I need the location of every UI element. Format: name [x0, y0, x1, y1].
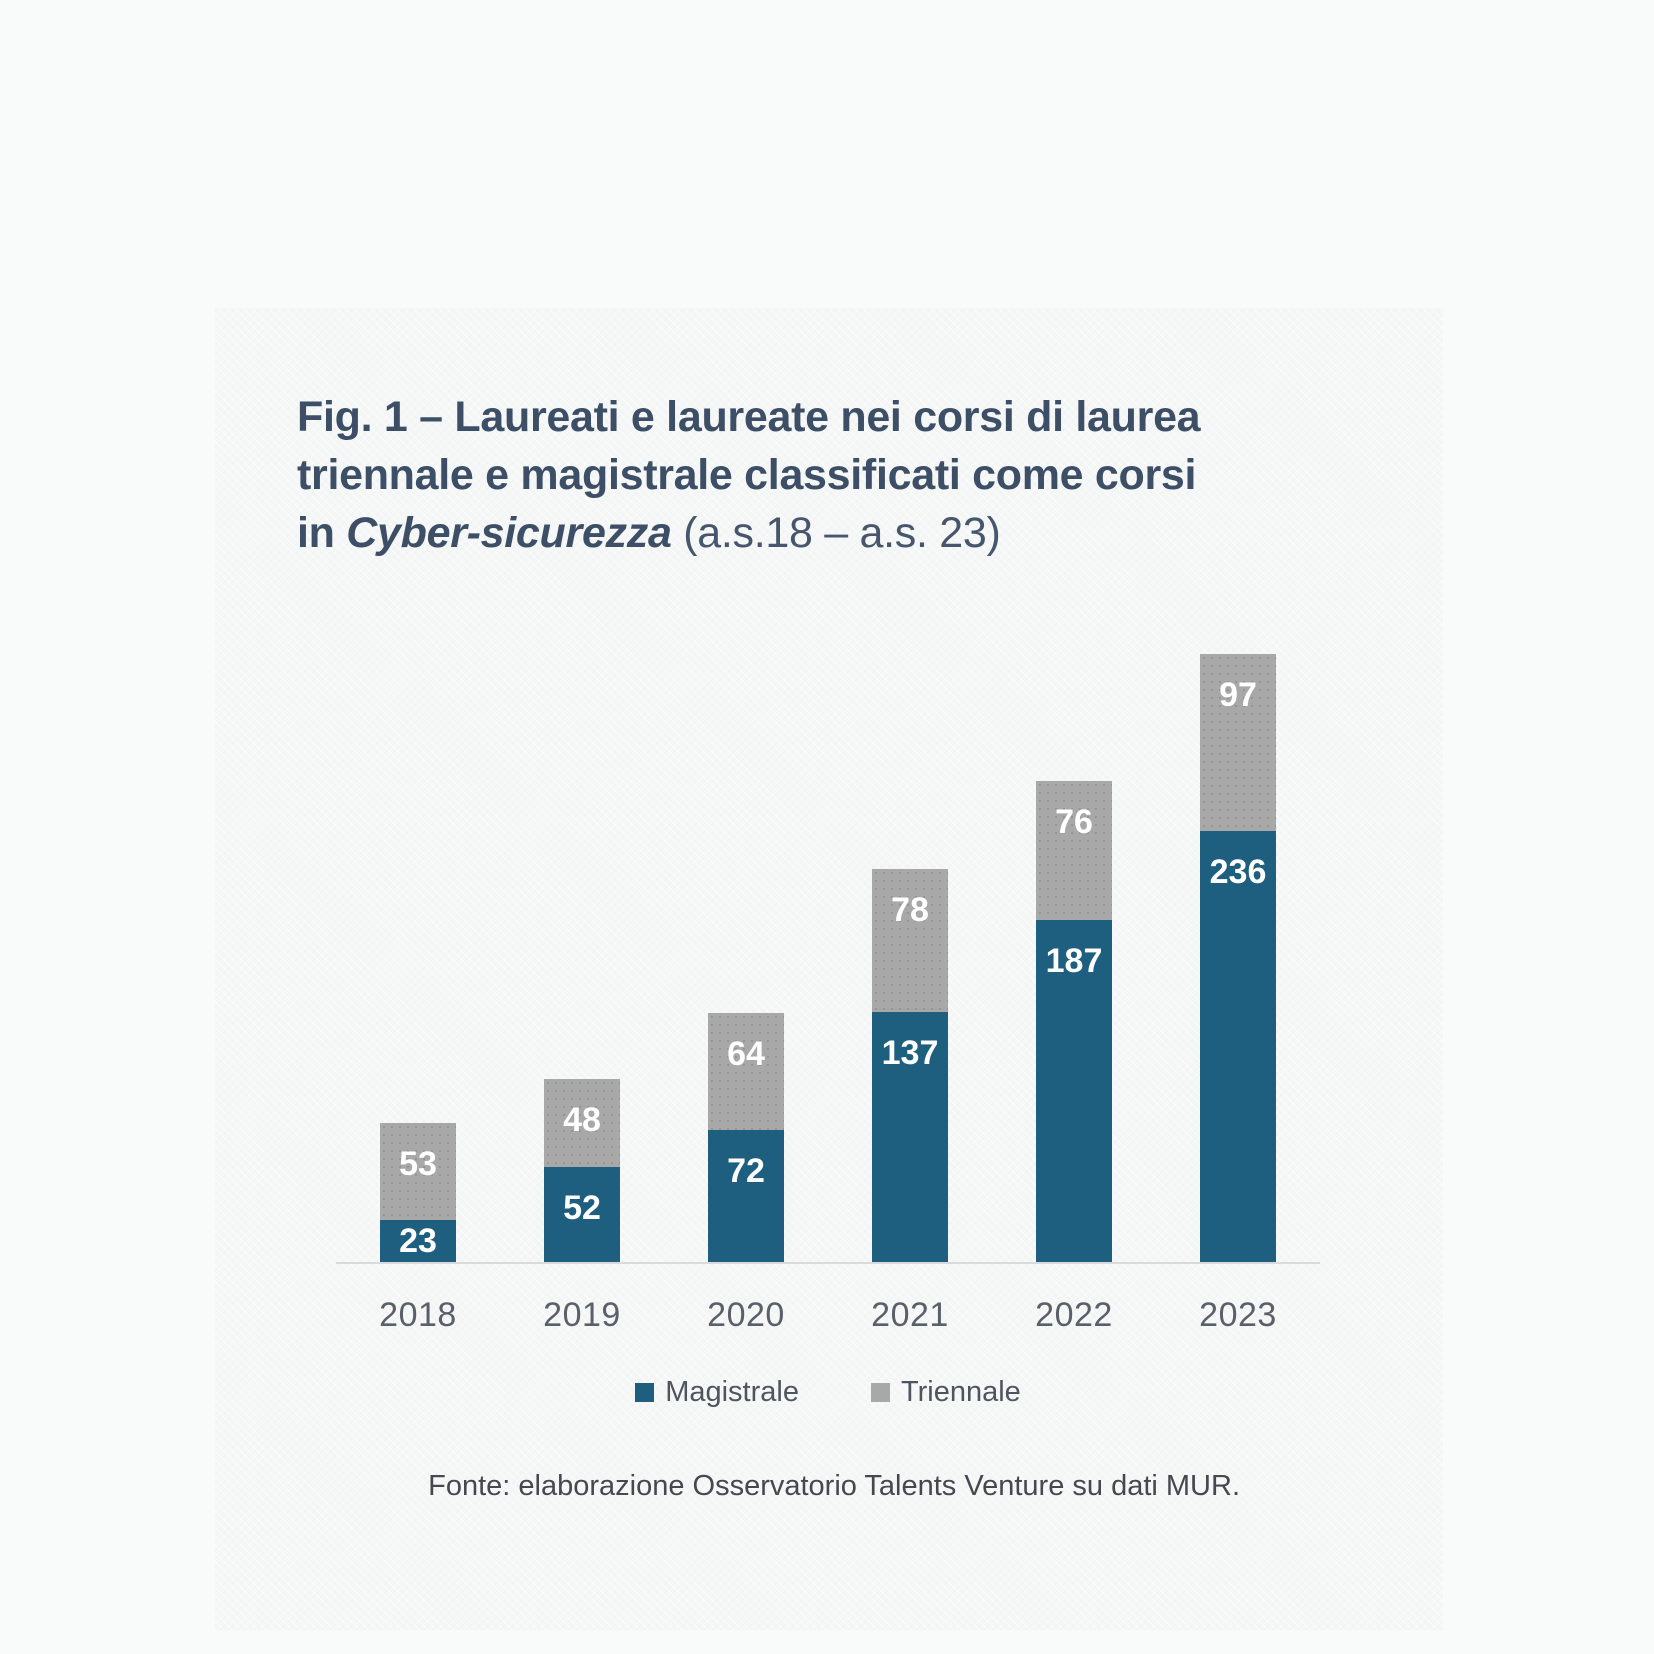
bar-segment-triennale-2021: 78 [872, 869, 948, 1012]
value-label-triennale-2022: 76 [1055, 803, 1093, 841]
bar-stack-2019: 48 52 [544, 1079, 620, 1262]
bar-stack-2021: 78 137 [872, 869, 948, 1262]
bar-column-2019: 48 52 [500, 640, 664, 1262]
legend-label-triennale: Triennale [900, 1376, 1021, 1408]
value-label-magistrale-2018: 23 [399, 1222, 437, 1260]
value-label-triennale-2021: 78 [891, 891, 929, 929]
x-tick-2020: 2020 [707, 1296, 785, 1334]
value-label-magistrale-2019: 52 [563, 1189, 601, 1227]
bar-segment-magistrale-2021: 137 [872, 1012, 948, 1262]
x-axis-labels: 2018 2019 2020 2021 2022 2023 [336, 1296, 1320, 1335]
bar-column-2020: 64 72 [664, 640, 828, 1262]
legend: Magistrale Triennale [336, 1376, 1320, 1409]
value-label-triennale-2020: 64 [727, 1035, 765, 1073]
chart-title-italic: Cyber-sicurezza [346, 509, 672, 557]
bar-segment-triennale-2018: 53 [380, 1123, 456, 1220]
value-label-magistrale-2020: 72 [727, 1152, 765, 1190]
legend-item-magistrale: Magistrale [635, 1376, 799, 1409]
bar-segment-magistrale-2018: 23 [380, 1220, 456, 1262]
bar-stack-2018: 53 23 [380, 1123, 456, 1262]
value-label-magistrale-2021: 137 [881, 1034, 939, 1072]
bar-segment-magistrale-2019: 52 [544, 1167, 620, 1262]
value-label-magistrale-2022: 187 [1045, 942, 1103, 980]
chart-title-suffix: (a.s.18 – a.s. 23) [671, 509, 1001, 557]
x-tick-2019: 2019 [543, 1296, 621, 1334]
x-tick-2022: 2022 [1035, 1296, 1113, 1334]
value-label-triennale-2018: 53 [399, 1145, 437, 1183]
legend-swatch-triennale [870, 1383, 890, 1402]
bar-column-2022: 76 187 [992, 640, 1156, 1262]
value-label-triennale-2019: 48 [563, 1101, 601, 1139]
x-tick-2018: 2018 [379, 1296, 457, 1334]
bar-column-2018: 53 23 [336, 640, 500, 1262]
plot-area: 53 23 48 52 64 72 78 137 76 187 97 236 [336, 640, 1320, 1264]
bar-segment-triennale-2023: 97 [1200, 654, 1276, 831]
value-label-triennale-2023: 97 [1219, 676, 1257, 714]
bar-segment-triennale-2019: 48 [544, 1079, 620, 1167]
bar-stack-2020: 64 72 [708, 1013, 784, 1262]
value-label-magistrale-2023: 236 [1209, 853, 1267, 891]
bar-segment-magistrale-2023: 236 [1200, 831, 1276, 1262]
x-tick-2023: 2023 [1199, 1296, 1277, 1334]
legend-item-triennale: Triennale [870, 1376, 1021, 1409]
x-tick-2021: 2021 [871, 1296, 949, 1334]
bar-column-2023: 97 236 [1156, 640, 1320, 1262]
bar-segment-triennale-2022: 76 [1036, 781, 1112, 920]
chart-title: Fig. 1 – Laureati e laureate nei corsi d… [297, 388, 1237, 562]
legend-label-magistrale: Magistrale [665, 1376, 799, 1408]
bar-stack-2022: 76 187 [1036, 781, 1112, 1262]
bar-stack-2023: 97 236 [1200, 654, 1276, 1262]
bar-segment-triennale-2020: 64 [708, 1013, 784, 1130]
bar-column-2021: 78 137 [828, 640, 992, 1262]
legend-swatch-magistrale [635, 1383, 655, 1402]
source-note: Fonte: elaborazione Osservatorio Talents… [428, 1470, 1240, 1502]
bar-segment-magistrale-2022: 187 [1036, 920, 1112, 1262]
chart-title-bold: Fig. 1 – Laureati e laureate nei corsi d… [297, 393, 1201, 557]
bar-segment-magistrale-2020: 72 [708, 1130, 784, 1262]
